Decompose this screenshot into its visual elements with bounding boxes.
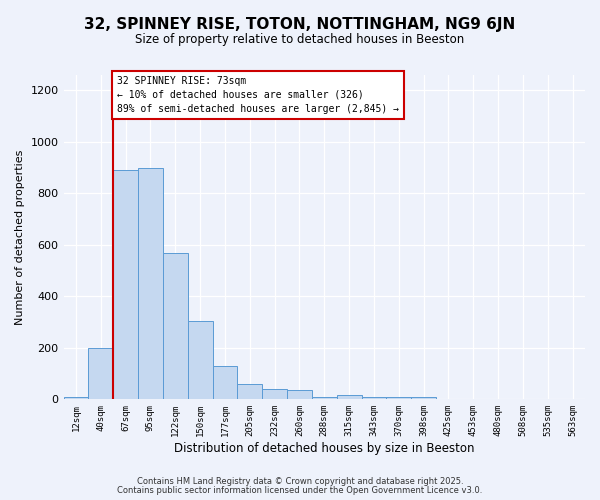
Bar [238,384,262,400]
Bar [64,397,88,400]
Bar [163,252,188,400]
Bar [362,397,386,400]
Bar [386,397,411,400]
Bar [287,390,312,400]
Bar [188,321,212,400]
Bar [88,348,113,400]
Text: 32, SPINNEY RISE, TOTON, NOTTINGHAM, NG9 6JN: 32, SPINNEY RISE, TOTON, NOTTINGHAM, NG9… [85,18,515,32]
Text: 32 SPINNEY RISE: 73sqm
← 10% of detached houses are smaller (326)
89% of semi-de: 32 SPINNEY RISE: 73sqm ← 10% of detached… [117,76,399,114]
Text: Contains public sector information licensed under the Open Government Licence v3: Contains public sector information licen… [118,486,482,495]
Text: Size of property relative to detached houses in Beeston: Size of property relative to detached ho… [136,32,464,46]
Text: Contains HM Land Registry data © Crown copyright and database right 2025.: Contains HM Land Registry data © Crown c… [137,477,463,486]
Bar [262,389,287,400]
Bar [113,170,138,400]
Y-axis label: Number of detached properties: Number of detached properties [15,150,25,325]
Bar [312,397,337,400]
Bar [337,396,362,400]
Bar [411,397,436,400]
Bar [212,366,238,400]
X-axis label: Distribution of detached houses by size in Beeston: Distribution of detached houses by size … [174,442,475,455]
Bar [138,168,163,400]
